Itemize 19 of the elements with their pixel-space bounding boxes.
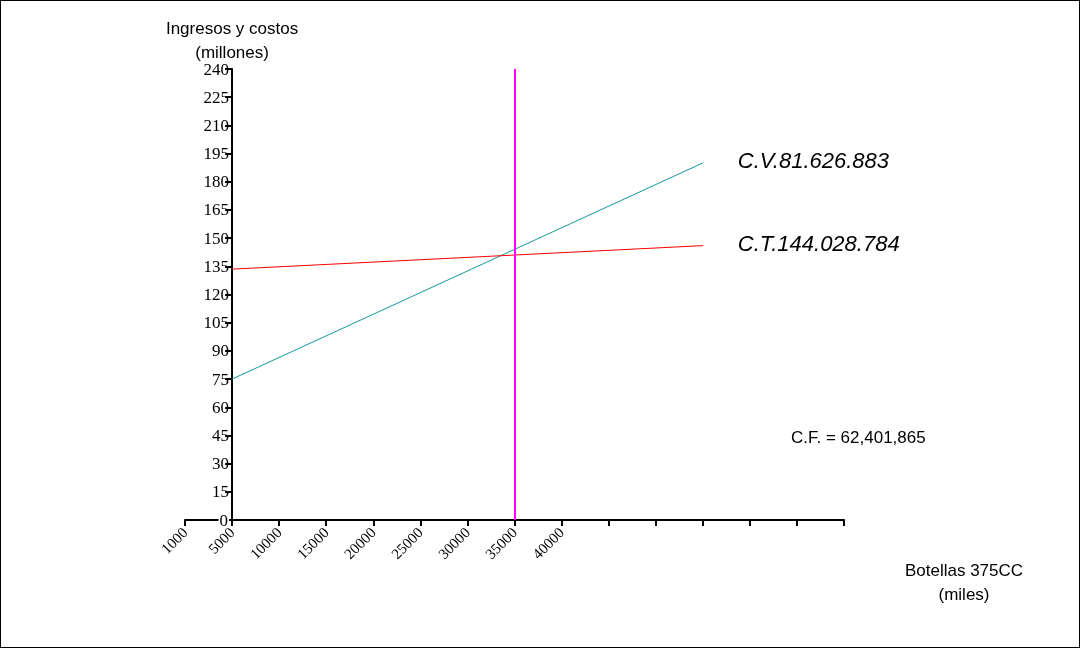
y-tick-label: 180 [203,172,230,192]
series-label: C.V.81.626.883 [737,148,890,174]
x-axis-title: Botellas 375CC (miles) [904,560,1024,604]
y-axis-title: Ingresos y costos (millones) [165,18,299,62]
y-tick-label: 90 [212,341,230,361]
y-tick-label: 210 [203,115,230,135]
y-tick-label: 30 [212,454,230,474]
annotation: C.F. = 62,401,865 [791,428,926,447]
y-tick-label: 60 [212,397,230,417]
y-tick-label: 120 [203,285,230,304]
y-tick-label: 105 [203,313,230,333]
y-tick-label: 75 [212,369,230,389]
y-tick-label: 165 [203,200,230,220]
y-tick-label: 135 [203,256,230,276]
series-label: C.T.144.028.784 [737,231,900,257]
y-tick-label: 195 [203,144,230,164]
y-tick-label: 150 [203,228,230,248]
y-tick-label: 225 [203,87,230,107]
y-tick-label: 240 [203,59,230,79]
